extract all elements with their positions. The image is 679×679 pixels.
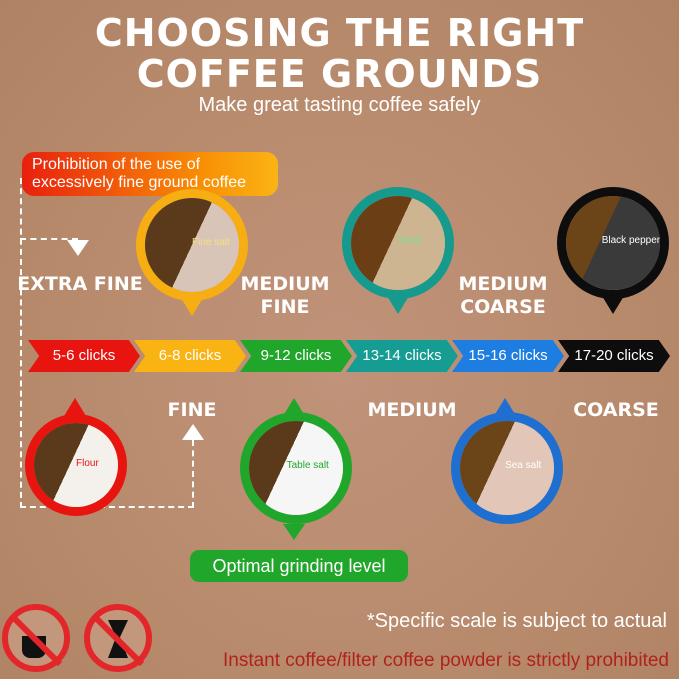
bubble-pointer	[602, 296, 624, 314]
label-fine: FINE	[167, 399, 217, 421]
label-medium-fine: MEDIUM FINE	[240, 273, 330, 318]
bubble-sand: Sand	[342, 187, 454, 299]
clicks-segment: 17-20 clicks	[558, 340, 670, 372]
clicks-segment: 13-14 clicks	[346, 340, 458, 372]
bubble-pointer	[283, 524, 305, 540]
clicks-segment: 6-8 clicks	[134, 340, 246, 372]
label-extra-fine: EXTRA FINE	[17, 273, 143, 295]
bubble-pointer	[64, 398, 86, 416]
arrow-down-icon	[67, 240, 89, 256]
bubble-sea-salt: Sea salt	[451, 412, 563, 524]
label-medium: MEDIUM	[367, 399, 457, 421]
optimal-grinding-badge: Optimal grinding level	[190, 550, 408, 582]
no-filter-coffee-icon	[84, 604, 152, 672]
bubble-pointer	[494, 398, 516, 416]
clicks-segment: 15-16 clicks	[452, 340, 564, 372]
bubble-pointer	[283, 398, 305, 416]
clicks-segment: 5-6 clicks	[28, 340, 140, 372]
no-instant-coffee-icon	[2, 604, 70, 672]
label-coarse: COARSE	[573, 399, 659, 421]
title-line-2: COFFEE GROUNDS	[136, 52, 543, 96]
dashed-connector	[20, 178, 22, 508]
title-line-1: CHOOSING THE RIGHT	[94, 11, 585, 55]
prohibited-note: Instant coffee/filter coffee powder is s…	[222, 650, 669, 671]
subtitle: Make great tasting coffee safely	[198, 94, 481, 116]
warning-banner: Prohibition of the use of excessively fi…	[22, 152, 278, 196]
bubble-table-salt: Table salt	[240, 412, 352, 524]
label-medium-coarse: MEDIUM COARSE	[458, 273, 548, 318]
bubble-fine-salt: Fine salt	[136, 189, 248, 301]
scale-note: *Specific scale is subject to actual	[366, 610, 667, 632]
dashed-connector	[20, 506, 194, 508]
bubble-pointer	[181, 298, 203, 316]
clicks-segment: 9-12 clicks	[240, 340, 352, 372]
dashed-connector	[192, 440, 194, 508]
bubble-black-pepper: Black pepper	[557, 187, 669, 299]
bubble-flour: Flour	[25, 414, 127, 516]
bubble-pointer	[387, 296, 409, 314]
arrow-up-icon	[182, 424, 204, 440]
dashed-connector	[20, 238, 78, 240]
